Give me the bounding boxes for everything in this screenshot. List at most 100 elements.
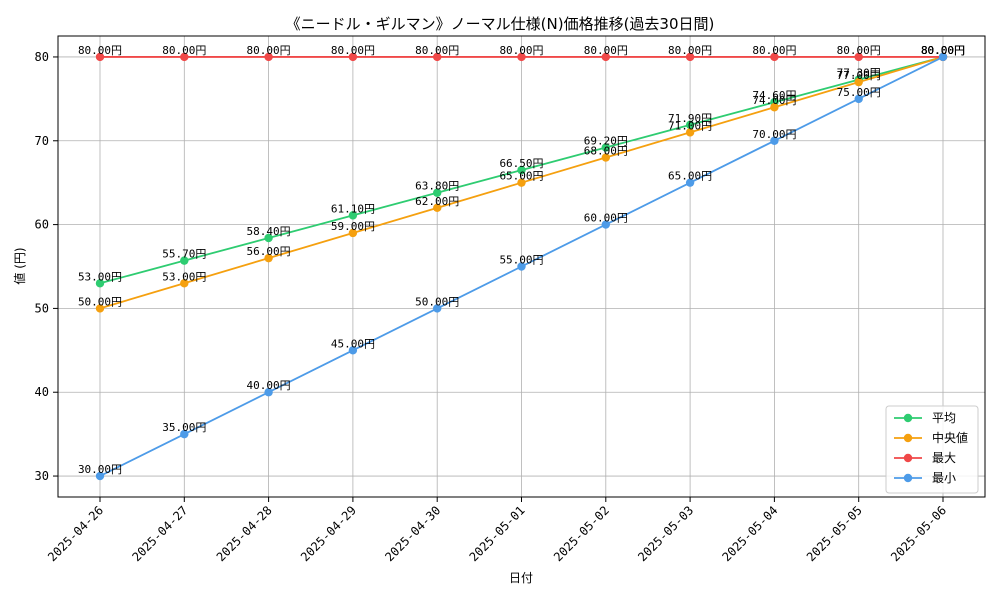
legend-marker (903, 473, 913, 483)
x-tick-label: 2025-05-03 (635, 503, 696, 564)
data-point (601, 52, 610, 62)
data-point (180, 52, 189, 62)
data-label: 80.00円 (921, 44, 965, 57)
data-point (770, 136, 779, 145)
data-label: 59.00円 (331, 220, 375, 233)
data-point (180, 256, 189, 265)
data-label: 53.00円 (78, 270, 122, 283)
x-axis-label: 日付 (509, 571, 533, 585)
data-point (601, 220, 610, 229)
data-point (517, 52, 526, 62)
data-label: 80.00円 (162, 44, 206, 57)
legend-marker (903, 413, 913, 423)
data-point (601, 143, 610, 152)
data-point (854, 77, 863, 87)
x-tick-label: 2025-05-06 (888, 503, 949, 564)
x-tick-label: 2025-05-02 (551, 503, 612, 564)
data-label: 80.00円 (584, 44, 628, 57)
data-point (264, 233, 273, 243)
data-point (264, 253, 273, 263)
data-point (95, 304, 105, 313)
data-label: 75.00円 (837, 86, 881, 99)
data-label: 56.00円 (247, 245, 291, 258)
x-tick-label: 2025-04-30 (382, 503, 443, 564)
data-label: 65.00円 (668, 170, 712, 183)
data-point (180, 279, 189, 288)
x-tick-label: 2025-05-05 (804, 503, 865, 564)
data-point (517, 165, 526, 175)
data-label: 50.00円 (78, 295, 122, 308)
series-1 (95, 52, 948, 288)
data-point (348, 211, 358, 220)
data-label: 66.50円 (499, 157, 543, 170)
legend-label: 平均 (932, 411, 956, 425)
data-label: 77.30円 (837, 67, 881, 80)
data-label: 80.00円 (331, 44, 375, 57)
data-point (685, 120, 695, 130)
y-tick-label: 70 (35, 134, 49, 148)
data-point (685, 52, 695, 62)
data-label: 77.00円 (837, 69, 881, 82)
data-point (264, 52, 273, 62)
data-point (433, 203, 442, 213)
chart-title: 《ニードル・ギルマン》ノーマル仕様(N)価格推移(過去30日間) (286, 15, 715, 33)
data-label: 50.00円 (415, 295, 459, 308)
data-point (95, 471, 105, 481)
data-label: 61.10円 (331, 202, 375, 215)
data-point (180, 429, 189, 439)
legend-marker (903, 453, 913, 463)
data-label: 80.00円 (921, 44, 965, 57)
data-label: 80.00円 (921, 44, 965, 57)
data-point (685, 178, 695, 187)
data-label: 80.00円 (668, 44, 712, 57)
data-label: 70.00円 (752, 128, 796, 141)
data-label: 53.00円 (162, 270, 206, 283)
data-label: 74.60円 (752, 89, 796, 102)
data-point (348, 346, 358, 355)
y-tick-label: 40 (35, 385, 49, 399)
data-point (433, 304, 442, 313)
data-label: 80.00円 (921, 44, 965, 57)
x-tick-label: 2025-04-29 (298, 503, 359, 564)
data-label: 55.70円 (162, 248, 206, 261)
data-label: 80.00円 (499, 44, 543, 57)
data-label: 55.00円 (499, 254, 543, 267)
data-label: 63.80円 (415, 180, 459, 193)
x-tick-label: 2025-04-27 (129, 503, 190, 564)
legend-label: 最大 (932, 451, 956, 465)
y-tick-label: 80 (35, 50, 49, 64)
x-tick-label: 2025-05-04 (720, 503, 781, 564)
legend-box (885, 405, 979, 494)
data-label: 69.20円 (584, 134, 628, 147)
data-label: 45.00円 (331, 337, 375, 350)
data-point (264, 388, 273, 397)
data-point (770, 52, 779, 62)
data-label: 80.00円 (837, 44, 881, 57)
data-label: 80.00円 (415, 44, 459, 57)
data-point (854, 52, 863, 62)
data-label: 68.00円 (584, 145, 628, 158)
data-point (95, 52, 105, 62)
data-label: 58.40円 (247, 225, 291, 238)
x-tick-label: 2025-05-01 (467, 503, 528, 564)
data-label: 40.00円 (247, 379, 291, 392)
data-label: 71.00円 (668, 119, 712, 132)
data-label: 71.90円 (668, 112, 712, 125)
data-point (95, 279, 105, 288)
data-point (517, 262, 526, 271)
series-layer (95, 52, 948, 481)
data-label: 65.00円 (499, 170, 543, 183)
data-point (601, 153, 610, 162)
data-label: 62.00円 (415, 195, 459, 208)
x-tick-label: 2025-04-26 (45, 503, 106, 564)
data-point (517, 178, 526, 187)
data-point (770, 103, 779, 112)
data-label: 30.00円 (78, 463, 122, 476)
data-label: 35.00円 (162, 421, 206, 434)
data-label: 80.00円 (247, 44, 291, 57)
axes: 2025-04-26 2025-04-27 2025-04-28 2025-04-29… (35, 50, 950, 564)
series-4 (95, 52, 948, 481)
data-labels: 53.00円 55.70円 58.40円 61.10円 63.80円 66.50円 69.2… (78, 44, 965, 476)
